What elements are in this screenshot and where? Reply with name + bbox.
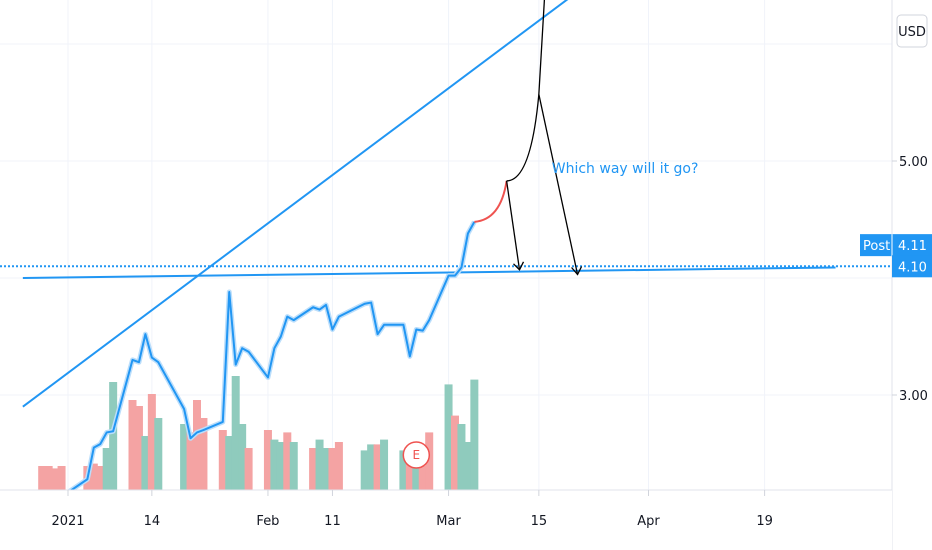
volume-bar — [399, 450, 408, 490]
trend-lines[interactable] — [0, 0, 892, 408]
volume-bar — [380, 439, 389, 490]
volume-bar — [322, 448, 330, 490]
volume-bar — [276, 442, 285, 490]
last-price-label[interactable]: 4.10 — [892, 255, 932, 278]
volume-bar — [283, 432, 292, 490]
post-market-curve — [474, 180, 508, 223]
volume-bar — [44, 466, 53, 490]
projection-arrows[interactable] — [505, 0, 583, 276]
post-market-line — [474, 180, 508, 223]
volume-bar — [418, 466, 427, 490]
volume-bar — [405, 448, 414, 490]
currency-button[interactable]: USD — [896, 14, 928, 48]
x-tick-label-6: Apr — [637, 514, 660, 529]
x-tick-label-3: 11 — [324, 514, 341, 529]
volume-bar — [57, 466, 66, 490]
volume-bar — [315, 439, 324, 490]
volume-bar — [218, 430, 227, 490]
volume-bar — [134, 406, 143, 490]
volume-bar — [328, 448, 337, 490]
y-tick-label-0: 5.00 — [899, 155, 928, 170]
volume-bar — [367, 444, 376, 490]
volume-bar — [109, 382, 118, 490]
volume-bar — [147, 394, 156, 490]
post-price-label[interactable]: Post 4.11 — [860, 234, 932, 257]
volume-bar — [102, 448, 111, 490]
volume-bar — [457, 424, 466, 490]
currency-label: USD — [898, 25, 926, 40]
volume-bar — [193, 400, 201, 490]
earnings-marker-label: E — [413, 448, 421, 462]
volume-bar — [463, 442, 472, 490]
volume-bar — [141, 436, 150, 490]
volume-bar — [38, 466, 47, 490]
x-tick-label-7: 19 — [756, 514, 773, 529]
price-line — [41, 221, 476, 499]
arrow-down-1-head-icon — [513, 261, 525, 271]
volume-bar — [309, 448, 318, 490]
volume-bar — [154, 418, 163, 490]
trend-line-1[interactable] — [22, 0, 649, 408]
volume-bar — [263, 430, 272, 490]
volume-bar — [334, 442, 343, 490]
post-price-value: 4.11 — [898, 239, 927, 254]
volume-bar — [199, 418, 208, 490]
volume-bar — [360, 450, 369, 490]
price-series — [41, 220, 477, 501]
volume-bar — [412, 454, 421, 490]
trend-line-2[interactable] — [22, 266, 836, 279]
x-tick-label-0: 2021 — [51, 514, 84, 529]
x-tick-label-2: Feb — [256, 514, 279, 529]
x-tick-label-5: 15 — [531, 514, 548, 529]
volume-bar — [128, 400, 137, 490]
post-tag: Post — [863, 239, 890, 254]
arrow-down-1[interactable] — [505, 180, 521, 270]
arrow-up[interactable] — [506, 0, 546, 182]
annotation-text[interactable]: Which way will it go? — [552, 161, 699, 177]
volume-bar — [444, 384, 453, 490]
earnings-marker[interactable]: E — [402, 441, 431, 469]
volume-bar — [289, 442, 298, 490]
volume-bar — [244, 448, 253, 490]
y-tick-label-1: 3.00 — [899, 389, 928, 404]
time-axis[interactable] — [0, 490, 892, 550]
volume-bar — [470, 379, 479, 490]
volume-bar — [451, 415, 459, 490]
arrow-down-2[interactable] — [538, 94, 579, 275]
volume-bar — [89, 463, 98, 490]
volume-bar — [51, 468, 60, 490]
volume-bar — [186, 432, 195, 490]
x-tick-label-1: 14 — [144, 514, 161, 529]
volume-bar — [238, 424, 247, 490]
x-tick-label-4: Mar — [436, 514, 461, 529]
volume-bar — [225, 436, 234, 490]
volume-bar — [231, 376, 240, 490]
last-price-value: 4.10 — [898, 260, 927, 275]
volume-bar — [270, 439, 279, 490]
volume-bar — [425, 432, 434, 490]
volume-bar — [373, 444, 382, 490]
volume-bar — [96, 466, 105, 490]
arrow-down-2-head-icon — [571, 266, 583, 276]
volume-bar — [180, 424, 189, 490]
